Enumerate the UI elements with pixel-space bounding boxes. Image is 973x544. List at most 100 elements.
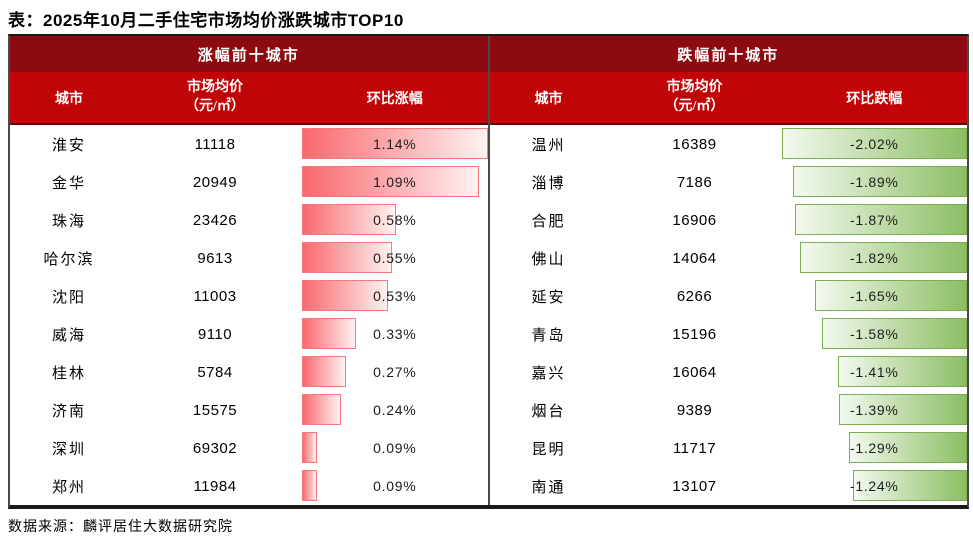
change-label: 0.53% [373, 288, 417, 304]
gainers-rows: 淮安 11118 1.14% 金华 20949 1.09% 珠海 23426 0.58% 哈尔滨 9… [10, 125, 488, 505]
change-cell: -1.39% [782, 391, 967, 429]
price-cell: 16389 [672, 135, 717, 153]
table-row: 佛山 14064 -1.82% [490, 239, 967, 277]
table-row: 威海 9110 0.33% [10, 315, 488, 353]
price-cell: 69302 [192, 439, 238, 457]
price-cell: 16064 [672, 363, 717, 381]
price-cell: 11717 [672, 439, 717, 457]
change-data-bar [848, 432, 967, 463]
change-label: -1.65% [849, 288, 899, 304]
city-cell: 淄博 [531, 175, 566, 192]
change-label: 0.33% [373, 326, 417, 342]
city-cell: 威海 [51, 327, 86, 344]
change-cell: 1.14% [302, 125, 488, 163]
change-label: -1.24% [849, 478, 899, 494]
change-cell: 0.27% [302, 353, 488, 391]
price-cell: 7186 [676, 173, 713, 191]
change-cell: -1.87% [782, 201, 967, 239]
change-cell: -1.41% [782, 353, 967, 391]
change-data-bar [799, 242, 967, 273]
price-cell: 9110 [197, 325, 233, 343]
column-header-price: 市场均价 （元/㎡） [185, 80, 245, 114]
change-cell: -1.89% [782, 163, 967, 201]
change-data-bar [821, 318, 967, 349]
change-data-bar [839, 394, 967, 425]
table-row: 嘉兴 16064 -1.41% [490, 353, 967, 391]
price-change-table: 涨幅前十城市 城市 市场均价 （元/㎡） 环比涨幅 淮安 11118 1.14% 金华… [8, 34, 969, 509]
change-label: -1.58% [849, 326, 899, 342]
change-label: 0.24% [373, 402, 417, 418]
table-row: 昆明 11717 -1.29% [490, 429, 967, 467]
table-row: 郑州 11984 0.09% [10, 467, 488, 505]
change-data-bar [302, 470, 317, 501]
change-label: -1.41% [849, 364, 899, 380]
table-row: 深圳 69302 0.09% [10, 429, 488, 467]
price-cell: 23426 [192, 211, 238, 229]
change-label: -1.29% [849, 440, 899, 456]
change-data-bar [793, 166, 967, 197]
change-label: 1.14% [373, 136, 417, 152]
change-data-bar [815, 280, 967, 311]
city-cell: 深圳 [51, 441, 86, 458]
decliners-panel: 跌幅前十城市 城市 市场均价 （元/㎡） 环比跌幅 温州 16389 -2.02% 淄… [489, 36, 967, 505]
city-cell: 烟台 [531, 403, 566, 420]
city-cell: 桂林 [51, 365, 86, 382]
change-cell: 0.53% [302, 277, 488, 315]
change-label: -1.89% [849, 174, 899, 190]
city-cell: 南通 [531, 479, 566, 496]
price-cell: 16906 [672, 211, 717, 229]
city-cell: 温州 [531, 137, 566, 154]
change-label: 0.09% [373, 440, 417, 456]
city-cell: 郑州 [51, 479, 86, 496]
column-header-change: 环比涨幅 [366, 91, 423, 107]
change-label: -1.87% [849, 212, 899, 228]
change-label: -2.02% [849, 136, 899, 152]
column-header-price: 市场均价 （元/㎡） [664, 80, 725, 114]
table-row: 淄博 7186 -1.89% [490, 163, 967, 201]
table-row: 合肥 16906 -1.87% [490, 201, 967, 239]
change-data-bar [781, 128, 967, 159]
change-cell: 0.58% [302, 201, 488, 239]
city-cell: 合肥 [531, 213, 566, 230]
change-label: 0.27% [373, 364, 417, 380]
price-cell: 15575 [192, 401, 238, 419]
change-cell: -1.65% [782, 277, 967, 315]
city-cell: 金华 [51, 175, 86, 192]
decliners-column-headers: 城市 市场均价 （元/㎡） 环比跌幅 [489, 72, 967, 125]
city-cell: 佛山 [531, 251, 566, 268]
column-header-city: 城市 [55, 91, 83, 107]
decliners-group-header: 跌幅前十城市 [489, 36, 967, 72]
gainers-panel: 涨幅前十城市 城市 市场均价 （元/㎡） 环比涨幅 淮安 11118 1.14% 金华… [10, 36, 488, 505]
change-data-bar [302, 318, 356, 349]
change-cell: 0.33% [302, 315, 488, 353]
table-row: 沈阳 11003 0.53% [10, 277, 488, 315]
city-cell: 沈阳 [51, 289, 86, 306]
change-cell: 0.55% [302, 239, 488, 277]
gainers-column-headers: 城市 市场均价 （元/㎡） 环比涨幅 [10, 72, 488, 125]
table-row: 济南 15575 0.24% [10, 391, 488, 429]
column-header-city: 城市 [534, 91, 563, 107]
change-data-bar [302, 280, 389, 311]
price-cell: 9389 [676, 401, 713, 419]
change-label: 0.58% [373, 212, 417, 228]
change-cell: -1.82% [782, 239, 967, 277]
change-cell: 0.24% [302, 391, 488, 429]
change-data-bar [837, 356, 967, 387]
city-cell: 嘉兴 [531, 365, 566, 382]
table-row: 淮安 11118 1.14% [10, 125, 488, 163]
table-row: 桂林 5784 0.27% [10, 353, 488, 391]
city-cell: 淮安 [51, 137, 86, 154]
change-data-bar [302, 204, 397, 235]
price-cell: 5784 [197, 363, 233, 381]
change-data-bar [302, 128, 488, 159]
price-cell: 11003 [193, 287, 237, 305]
price-cell: 13107 [672, 477, 717, 495]
price-cell: 11984 [193, 477, 237, 495]
change-data-bar [302, 242, 392, 273]
change-cell: -1.29% [782, 429, 967, 467]
city-cell: 济南 [51, 403, 86, 420]
table-row: 青岛 15196 -1.58% [490, 315, 967, 353]
change-cell: -1.24% [782, 467, 967, 505]
change-data-bar [302, 394, 342, 425]
